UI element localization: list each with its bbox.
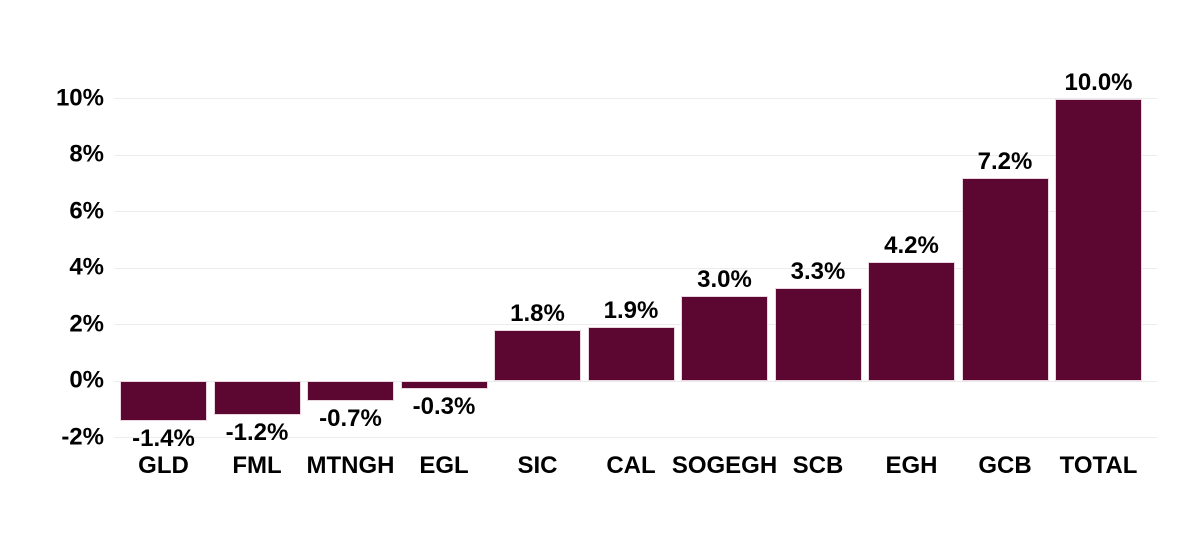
bar (120, 381, 207, 421)
bar-value-label: 1.8% (510, 300, 565, 328)
bar (400, 381, 488, 390)
bar (774, 287, 862, 381)
x-axis-category-label: EGL (419, 452, 469, 479)
y-axis-tick-label: 8% (69, 140, 104, 168)
y-axis-tick-label: 6% (69, 196, 104, 224)
x-axis-category-label: MTNGH (306, 452, 395, 479)
x-axis-category-label: SIC (517, 452, 558, 479)
bar (307, 381, 394, 401)
bar-value-label: 10.0% (1064, 68, 1133, 96)
gridline (114, 98, 1157, 99)
bar (494, 330, 581, 381)
bar-value-label: -1.4% (132, 424, 195, 452)
y-axis-tick-label: 10% (55, 83, 104, 111)
bar (868, 262, 955, 381)
bar-value-label: -0.7% (319, 404, 382, 432)
x-axis-category-label: CAL (606, 452, 656, 479)
bar-value-label: 3.3% (790, 257, 846, 285)
x-axis-category-label: TOTAL (1059, 452, 1138, 479)
x-axis-category-label: EGH (885, 452, 938, 479)
bar (681, 296, 768, 381)
bar-value-label: -0.3% (412, 393, 476, 421)
bar-value-label: 3.0% (697, 266, 752, 294)
y-axis-tick-label: 0% (69, 366, 104, 394)
bar (961, 177, 1049, 381)
bar-value-label: 1.9% (603, 297, 659, 325)
bar (213, 381, 301, 415)
x-axis-category-label: SCB (792, 452, 844, 479)
x-axis-category-label: GCB (978, 452, 1032, 479)
y-axis-tick-label: 2% (69, 309, 104, 337)
bar-value-label: -1.2% (225, 418, 289, 446)
y-axis-tick-label: 4% (69, 253, 104, 281)
x-axis-category-label: SOGEGH (671, 452, 778, 479)
x-axis-category-label: FML (232, 452, 282, 479)
bar-value-label: 7.2% (977, 147, 1033, 175)
bar (587, 327, 675, 381)
x-axis-category-label: GLD (138, 452, 189, 479)
y-axis-tick-label: -2% (61, 422, 104, 450)
bar-value-label: 4.2% (884, 232, 939, 260)
bar (1055, 98, 1142, 381)
